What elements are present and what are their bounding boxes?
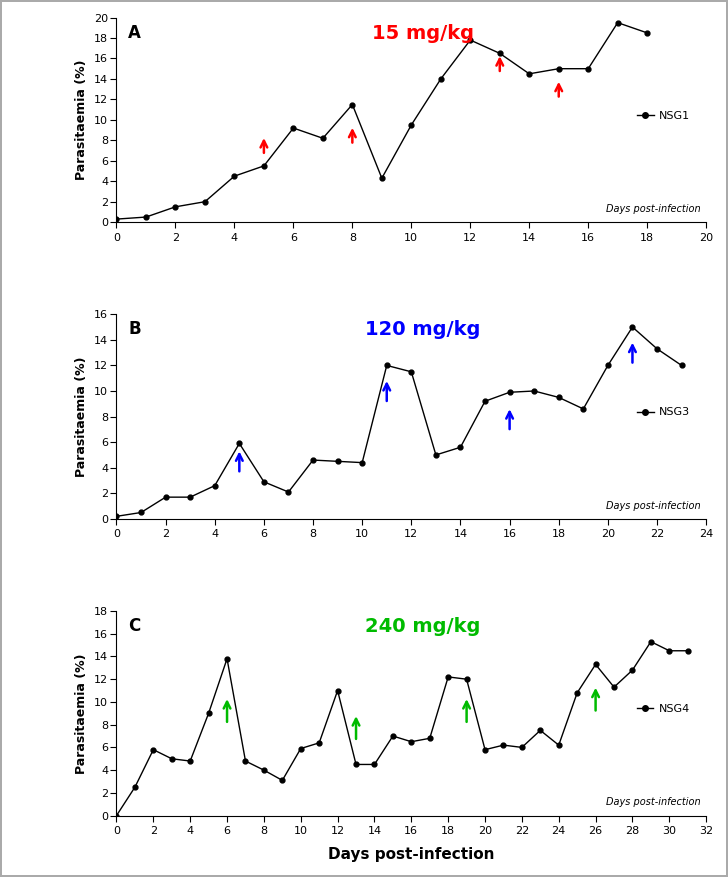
Text: Days post-infection: Days post-infection [606,797,700,808]
Text: 120 mg/kg: 120 mg/kg [365,320,480,339]
Text: 15 mg/kg: 15 mg/kg [372,24,474,43]
Legend: NSG3: NSG3 [633,403,695,422]
Legend: NSG4: NSG4 [633,700,695,718]
Y-axis label: Parasitaemia (%): Parasitaemia (%) [76,653,89,774]
Y-axis label: Parasitaemia (%): Parasitaemia (%) [76,356,89,477]
Text: 240 mg/kg: 240 mg/kg [365,617,480,636]
Legend: NSG1: NSG1 [633,106,695,125]
Text: Days post-infection: Days post-infection [606,204,700,214]
X-axis label: Days post-infection: Days post-infection [328,847,494,862]
Y-axis label: Parasitaemia (%): Parasitaemia (%) [76,60,89,180]
Text: C: C [128,617,141,635]
Text: Days post-infection: Days post-infection [606,501,700,510]
Text: B: B [128,320,141,339]
Text: A: A [128,24,141,42]
